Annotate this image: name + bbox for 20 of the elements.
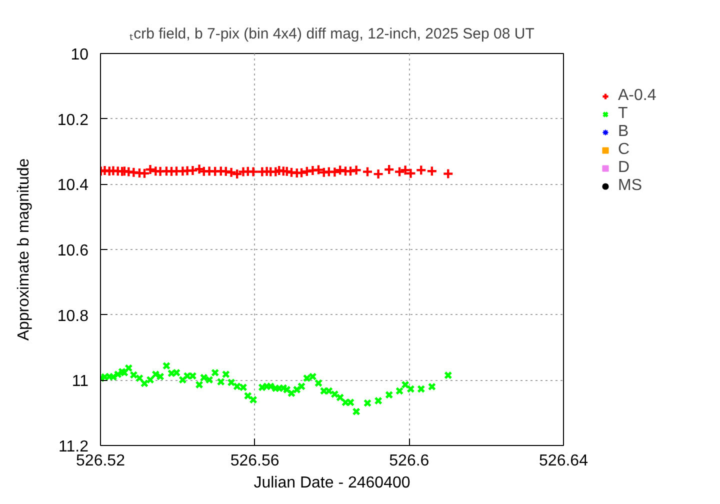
x-tick-label: 526.64 [539, 452, 588, 470]
y-tick-label: 11.2 [58, 438, 89, 456]
y-tick-label: 10.2 [57, 112, 89, 129]
x-tick-label: 526.52 [76, 452, 126, 470]
chart-title: ₜcrb field, b 7-pix (bin 4x4) diff mag, 12-inch, 2025 Sep 08 UT [130, 26, 534, 42]
legend-label: T [618, 105, 629, 123]
legend-label: MS [618, 177, 642, 195]
y-axis-title: Approximate b magnitude [15, 158, 32, 341]
legend-label: B [618, 123, 630, 141]
y-tick-label: 10.8 [57, 308, 89, 325]
legend-label: A-0.4 [618, 87, 656, 105]
y-tick-label: 10.6 [57, 242, 89, 260]
legend-label: C [618, 141, 631, 159]
y-tick-label: 11 [72, 373, 89, 390]
x-axis-title: Julian Date - 2460400 [254, 474, 410, 492]
y-tick-label: 10 [70, 46, 89, 64]
y-tick-label: 10.4 [57, 177, 89, 194]
x-tick-label: 526.6 [389, 452, 430, 470]
x-tick-label: 526.56 [230, 452, 280, 470]
legend-label: D [618, 159, 631, 177]
